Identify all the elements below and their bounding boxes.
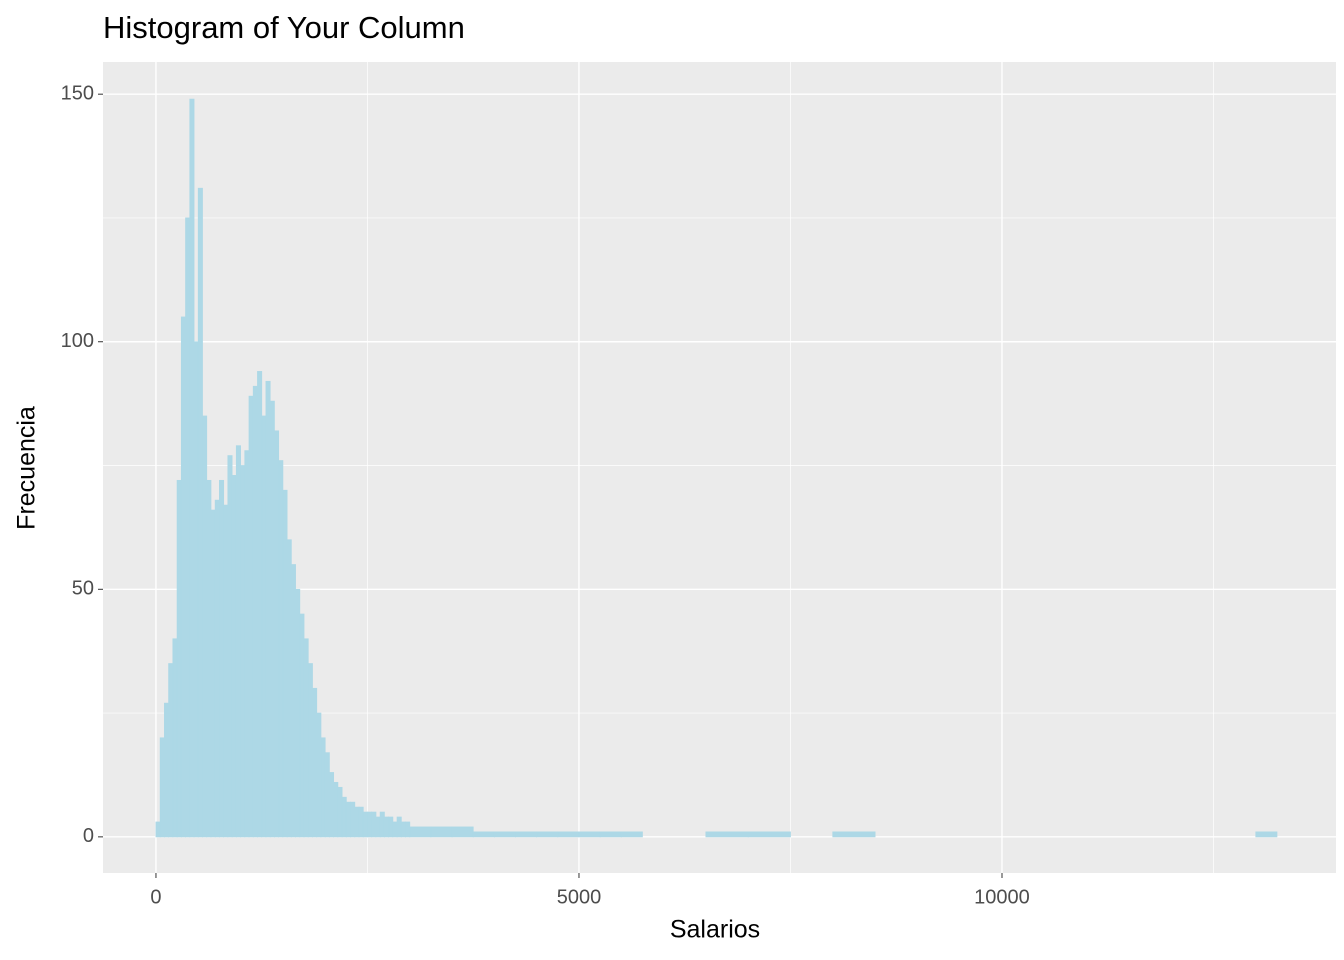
bar <box>320 737 326 838</box>
bar <box>210 509 216 838</box>
bar <box>244 450 250 838</box>
bar <box>185 217 191 838</box>
bar <box>193 341 199 838</box>
bar <box>278 460 284 838</box>
x-tick-label: 5000 <box>557 886 602 908</box>
bar <box>168 663 174 838</box>
bar <box>295 588 301 838</box>
bar <box>341 796 347 838</box>
bar <box>235 445 241 838</box>
bar <box>375 816 381 838</box>
bar <box>312 687 318 838</box>
bar <box>578 831 601 838</box>
bar <box>747 831 791 838</box>
y-tick-label: 0 <box>83 825 94 847</box>
bar <box>206 479 212 838</box>
bar <box>286 539 292 838</box>
x-tick-label: 0 <box>150 886 161 908</box>
bar <box>409 826 432 838</box>
bar <box>358 806 364 838</box>
bar <box>1255 831 1278 838</box>
bar <box>265 380 271 838</box>
bar <box>269 400 275 838</box>
bar <box>248 395 254 838</box>
bar <box>214 499 220 838</box>
bar <box>180 316 186 838</box>
bar <box>705 831 749 838</box>
bar <box>202 415 208 838</box>
bar <box>430 826 453 838</box>
bar <box>252 385 258 838</box>
bar <box>231 475 237 838</box>
bar <box>383 816 390 838</box>
bar <box>371 811 377 838</box>
bar <box>176 479 182 838</box>
bar <box>172 638 178 838</box>
bar <box>451 826 474 838</box>
bar <box>620 831 643 838</box>
bar <box>354 806 360 838</box>
bar <box>299 613 305 838</box>
bar <box>350 801 356 838</box>
bar <box>493 831 516 838</box>
x-axis-title: Salarios <box>670 916 760 944</box>
bar <box>159 737 165 838</box>
bar <box>223 504 229 838</box>
bar <box>257 371 263 838</box>
bar <box>515 831 538 838</box>
bar <box>396 816 402 838</box>
bar <box>219 479 225 838</box>
bar <box>337 786 343 838</box>
bar <box>536 831 559 838</box>
bar <box>290 564 296 838</box>
bar <box>405 821 411 838</box>
bar <box>388 816 394 838</box>
bar <box>324 752 330 838</box>
bar <box>164 702 170 838</box>
bar <box>303 638 309 838</box>
chart-title: Histogram of Your Column <box>103 10 465 45</box>
bar <box>392 821 398 838</box>
bar <box>557 831 580 838</box>
bar <box>472 831 495 838</box>
bar <box>362 811 368 838</box>
y-tick-label: 100 <box>61 330 94 352</box>
x-tick-label: 10000 <box>974 886 1030 908</box>
bar <box>197 187 203 838</box>
bar <box>400 821 406 838</box>
y-tick-label: 150 <box>61 82 94 104</box>
bar <box>189 98 195 838</box>
bar <box>307 663 313 838</box>
bar <box>227 455 233 838</box>
bar <box>379 811 385 838</box>
bar <box>155 821 161 838</box>
bar <box>599 831 622 838</box>
bar <box>261 415 267 838</box>
bar <box>240 465 246 838</box>
bar <box>345 801 351 838</box>
bar <box>328 772 335 838</box>
bar <box>316 712 322 838</box>
bar <box>333 781 339 838</box>
y-axis-title: Frecuencia <box>13 406 41 530</box>
bar <box>832 831 876 838</box>
bar <box>367 811 373 838</box>
bar <box>274 430 280 838</box>
y-tick-label: 50 <box>72 578 94 600</box>
bar <box>282 489 288 838</box>
